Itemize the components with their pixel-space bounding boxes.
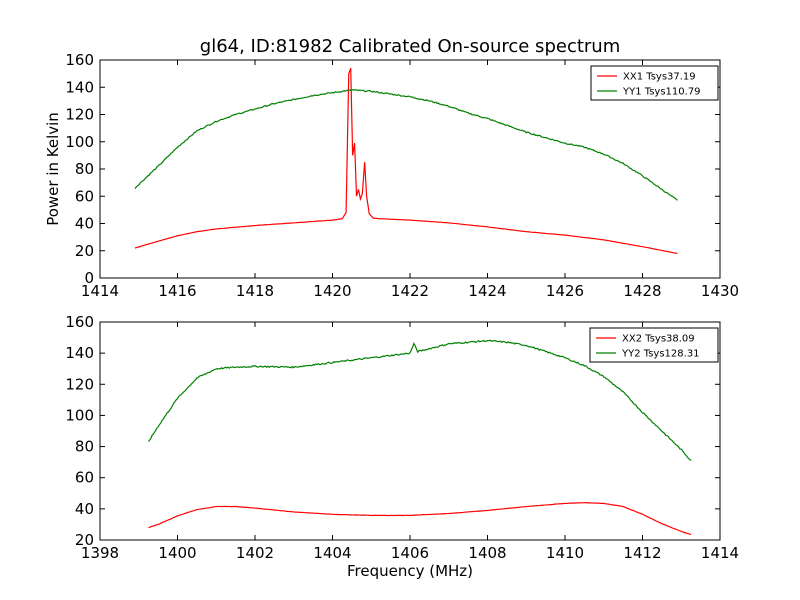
x-tick-label: 1402 [236,544,274,562]
series-line-2 [147,339,692,461]
chart-title: gl64, ID:81982 Calibrated On-source spec… [200,36,620,57]
x-tick-label: 1428 [623,282,661,300]
y-tick-label: 40 [75,500,94,518]
y-tick-label: 140 [65,344,94,362]
y-tick-label: 60 [75,187,94,205]
y-tick-label: 0 [84,269,94,287]
bottom-panel: 1398 1400 1402 1404 1406 1408 1410 1412 1414 20 40… [65,313,739,562]
series-line-1 [134,67,678,255]
x-tick-label: 1424 [468,282,506,300]
top-panel: 1414 1416 1418 1420 1422 1424 1426 1428 1430 0 20 4… [65,51,739,300]
x-tick-label: 1400 [158,544,196,562]
y-tick-label: 80 [75,160,94,178]
x-tick-label: 1420 [313,282,351,300]
x-tick-label: 1422 [391,282,429,300]
y-tick-label: 120 [65,375,94,393]
x-tick-label: 1426 [546,282,584,300]
x-tick-label: 1408 [468,544,506,562]
y-tick-label: 20 [75,242,94,260]
y-tick-label: 160 [65,313,94,331]
x-tick-label: 1418 [236,282,274,300]
y-tick-label: 140 [65,78,94,96]
legend-box [590,65,719,101]
y-tick-label: 60 [75,469,94,487]
x-tick-label: 1430 [701,282,739,300]
y-tick-label: 100 [65,133,94,151]
legend-entry-2: YY1 Tsys110.79 [622,87,701,98]
x-tick-label: 1398 [81,544,119,562]
x-axis-label: Frequency (MHz) [347,562,473,580]
x-tick-label: 1410 [546,544,584,562]
x-tick-label: 1406 [391,544,429,562]
legend-entry-1: XX1 Tsys37.19 [623,72,696,83]
x-tick-label: 1414 [701,544,739,562]
x-tick-label: 1404 [313,544,351,562]
series-line-1 [148,501,692,536]
y-tick-label: 40 [75,215,94,233]
y-axis-label: Power in Kelvin [44,112,62,226]
y-tick-label: 100 [65,406,94,424]
legend: XX1 Tsys37.19 YY1 Tsys110.79 [590,65,719,101]
y-tick-label: 20 [75,531,94,549]
legend-entry-1: XX2 Tsys38.09 [622,334,695,345]
series-line-2 [134,89,678,201]
x-tick-label: 1412 [623,544,661,562]
legend: XX2 Tsys38.09 YY2 Tsys128.31 [589,327,719,363]
y-tick-label: 80 [75,438,94,456]
x-tick-label: 1416 [158,282,196,300]
y-tick-label: 120 [65,106,94,124]
y-tick-label: 160 [65,51,94,69]
legend-box [589,327,719,363]
legend-entry-2: YY2 Tsys128.31 [621,349,700,360]
x-tick-label: 1414 [81,282,119,300]
